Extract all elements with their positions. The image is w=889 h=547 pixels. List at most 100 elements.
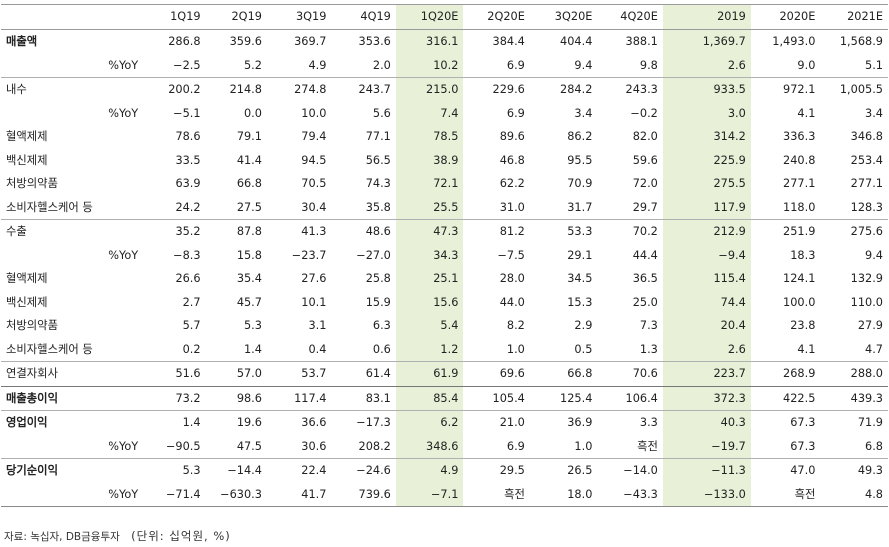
table-cell: −23.7 bbox=[291, 248, 327, 262]
table-cell: 45.7 bbox=[236, 295, 262, 309]
table-cell: −2.5 bbox=[173, 58, 201, 72]
table-cell: 21.0 bbox=[463, 410, 530, 435]
table-footer: 자료: 녹십자, DB금융투자 (단위: 십억원, %) bbox=[4, 528, 231, 544]
table-cell: 74.4 bbox=[662, 290, 751, 314]
table-cell: 7.4 bbox=[395, 101, 464, 125]
table-cell: 5.7 bbox=[182, 319, 201, 333]
table-row: 매출총이익 73.2 98.6 117.4 83.1 85.4 105.4 125.4 106.… bbox=[1, 385, 888, 411]
table-cell: 1,005.5 bbox=[820, 77, 888, 102]
table-cell: 1.4 bbox=[144, 410, 206, 435]
table-cell: 44.4 bbox=[632, 248, 658, 262]
column-header: 2020E bbox=[750, 4, 821, 30]
table-cell: 72.0 bbox=[632, 177, 658, 191]
table-cell: 흑전 bbox=[750, 482, 821, 507]
table-cell: 8.2 bbox=[506, 319, 525, 333]
table-cell: 3.0 bbox=[662, 101, 751, 125]
table-row: %YoY −71.4 −630.3 41.7 739.6 −7.1 흑전 18.0 −43.3−… bbox=[1, 482, 888, 507]
table-cell: 27.5 bbox=[236, 200, 262, 214]
column-header: 2021E bbox=[820, 4, 888, 30]
table-cell: 1.3 bbox=[639, 342, 658, 356]
table-cell: 105.4 bbox=[463, 385, 530, 411]
table-cell: 10.2 bbox=[395, 53, 464, 78]
table-cell: 71.9 bbox=[820, 410, 888, 435]
unit-note: (단위: 십억원, %) bbox=[131, 529, 231, 543]
table-cell: 29.1 bbox=[567, 248, 593, 262]
table-cell: 2.9 bbox=[574, 319, 593, 333]
table-cell: 268.9 bbox=[750, 361, 821, 386]
table-cell: 46.8 bbox=[499, 153, 525, 167]
row-label: %YoY bbox=[108, 439, 139, 453]
table-cell: 275.6 bbox=[820, 219, 888, 244]
table-cell: 6.9 bbox=[506, 439, 525, 453]
table-cell: 336.3 bbox=[783, 130, 816, 144]
table-cell: 66.8 bbox=[236, 177, 262, 191]
table-cell: 3.3 bbox=[597, 410, 663, 435]
table-cell: 5.6 bbox=[372, 106, 391, 120]
table-cell: 18.0 bbox=[529, 482, 598, 507]
table-cell: 26.5 bbox=[529, 458, 598, 483]
row-label: 백신제제 bbox=[6, 295, 48, 309]
table-cell: 274.8 bbox=[266, 77, 332, 102]
table-cell: 78.5 bbox=[395, 125, 464, 149]
table-cell: 56.5 bbox=[365, 153, 391, 167]
table-cell: 1.0 bbox=[574, 439, 593, 453]
table-cell: 49.3 bbox=[820, 458, 888, 483]
table-cell: 72.1 bbox=[395, 172, 464, 196]
table-cell: 41.7 bbox=[266, 482, 332, 507]
table-cell: 4.1 bbox=[797, 106, 816, 120]
table-cell: 26.6 bbox=[175, 272, 201, 286]
table-cell: 47.3 bbox=[395, 219, 464, 244]
table-row: 영업이익 1.4 19.6 36.6 −17.3 6.2 21.0 36.9 3.3 40.3 67… bbox=[1, 410, 888, 435]
table-cell: 4.1 bbox=[797, 342, 816, 356]
table-row: 매출액 286.8 359.6 369.7 353.6 316.1 384.4 404.4 38… bbox=[1, 29, 888, 54]
table-cell: 2.0 bbox=[372, 58, 391, 72]
table-cell: −90.5 bbox=[165, 439, 201, 453]
table-cell: −9.4 bbox=[662, 243, 751, 267]
table-cell: 51.6 bbox=[144, 361, 206, 386]
table-cell: 0.5 bbox=[574, 342, 593, 356]
table-cell: 25.0 bbox=[632, 295, 658, 309]
table-cell: 47.5 bbox=[236, 439, 262, 453]
row-label: 내수 bbox=[1, 77, 145, 102]
table-cell: 29.7 bbox=[632, 200, 658, 214]
table-cell: 739.6 bbox=[331, 482, 396, 507]
table-cell: 6.2 bbox=[395, 410, 464, 435]
table-cell: 62.2 bbox=[499, 177, 525, 191]
table-cell: 41.4 bbox=[236, 153, 262, 167]
table-cell: 0.2 bbox=[182, 342, 201, 356]
table-cell: 24.2 bbox=[175, 200, 201, 214]
table-cell: 316.1 bbox=[395, 29, 464, 54]
table-row: %YoY −90.5 47.5 30.6 208.2 348.6 6.9 1.0 흑전 −19.7… bbox=[1, 434, 888, 459]
table-cell: 277.1 bbox=[783, 177, 816, 191]
table-header-row: 1Q19 2Q19 3Q19 4Q19 1Q20E 2Q20E 3Q20E 4Q20E 2019… bbox=[1, 4, 888, 30]
table-cell: 117.9 bbox=[662, 195, 751, 220]
table-row: 처방의약품 5.7 5.3 3.1 6.3 5.4 8.2 2.9 7.3 20.4 23.8 27.… bbox=[1, 314, 888, 338]
table-cell: 29.5 bbox=[463, 458, 530, 483]
table-cell: 132.9 bbox=[850, 272, 883, 286]
table-cell: 61.4 bbox=[331, 361, 396, 386]
table-cell: 98.6 bbox=[205, 385, 267, 411]
table-cell: 1,493.0 bbox=[772, 35, 816, 49]
table-cell: 1.4 bbox=[244, 342, 262, 356]
table-cell: 2.7 bbox=[182, 295, 201, 309]
table-cell: 5.4 bbox=[395, 314, 464, 338]
table-row: 내수 200.2 214.8 274.8 243.7 215.0 229.6 284.2 243… bbox=[1, 77, 888, 102]
table-cell: 18.3 bbox=[790, 248, 816, 262]
table-cell: 4.9 bbox=[308, 58, 327, 72]
source-note: 자료: 녹십자, DB금융투자 bbox=[4, 531, 120, 543]
table-cell: 1,568.9 bbox=[839, 35, 883, 49]
row-label: 매출액 bbox=[6, 35, 38, 49]
table-cell: 5.1 bbox=[865, 58, 883, 72]
table-cell: 89.6 bbox=[499, 130, 525, 144]
table-cell: 251.9 bbox=[750, 219, 821, 244]
table-cell: −43.3 bbox=[597, 482, 663, 507]
table-cell: 38.9 bbox=[395, 148, 464, 172]
table-cell: 59.6 bbox=[632, 153, 658, 167]
table-cell: 83.1 bbox=[331, 385, 396, 411]
table-cell: 5.3 bbox=[244, 319, 262, 333]
table-cell: 314.2 bbox=[662, 125, 751, 149]
table-cell: −7.1 bbox=[395, 482, 464, 507]
table-cell: 36.9 bbox=[529, 410, 598, 435]
table-cell: 70.6 bbox=[597, 361, 663, 386]
table-cell: 9.4 bbox=[865, 248, 883, 262]
